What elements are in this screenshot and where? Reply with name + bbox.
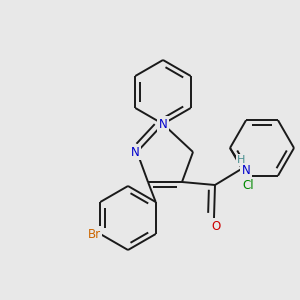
Text: N: N [242,164,250,178]
Text: O: O [212,220,220,232]
Text: N: N [159,118,167,130]
Text: H: H [237,155,245,165]
Text: N: N [130,146,140,158]
Text: Cl: Cl [242,179,254,192]
Text: Br: Br [88,227,101,241]
